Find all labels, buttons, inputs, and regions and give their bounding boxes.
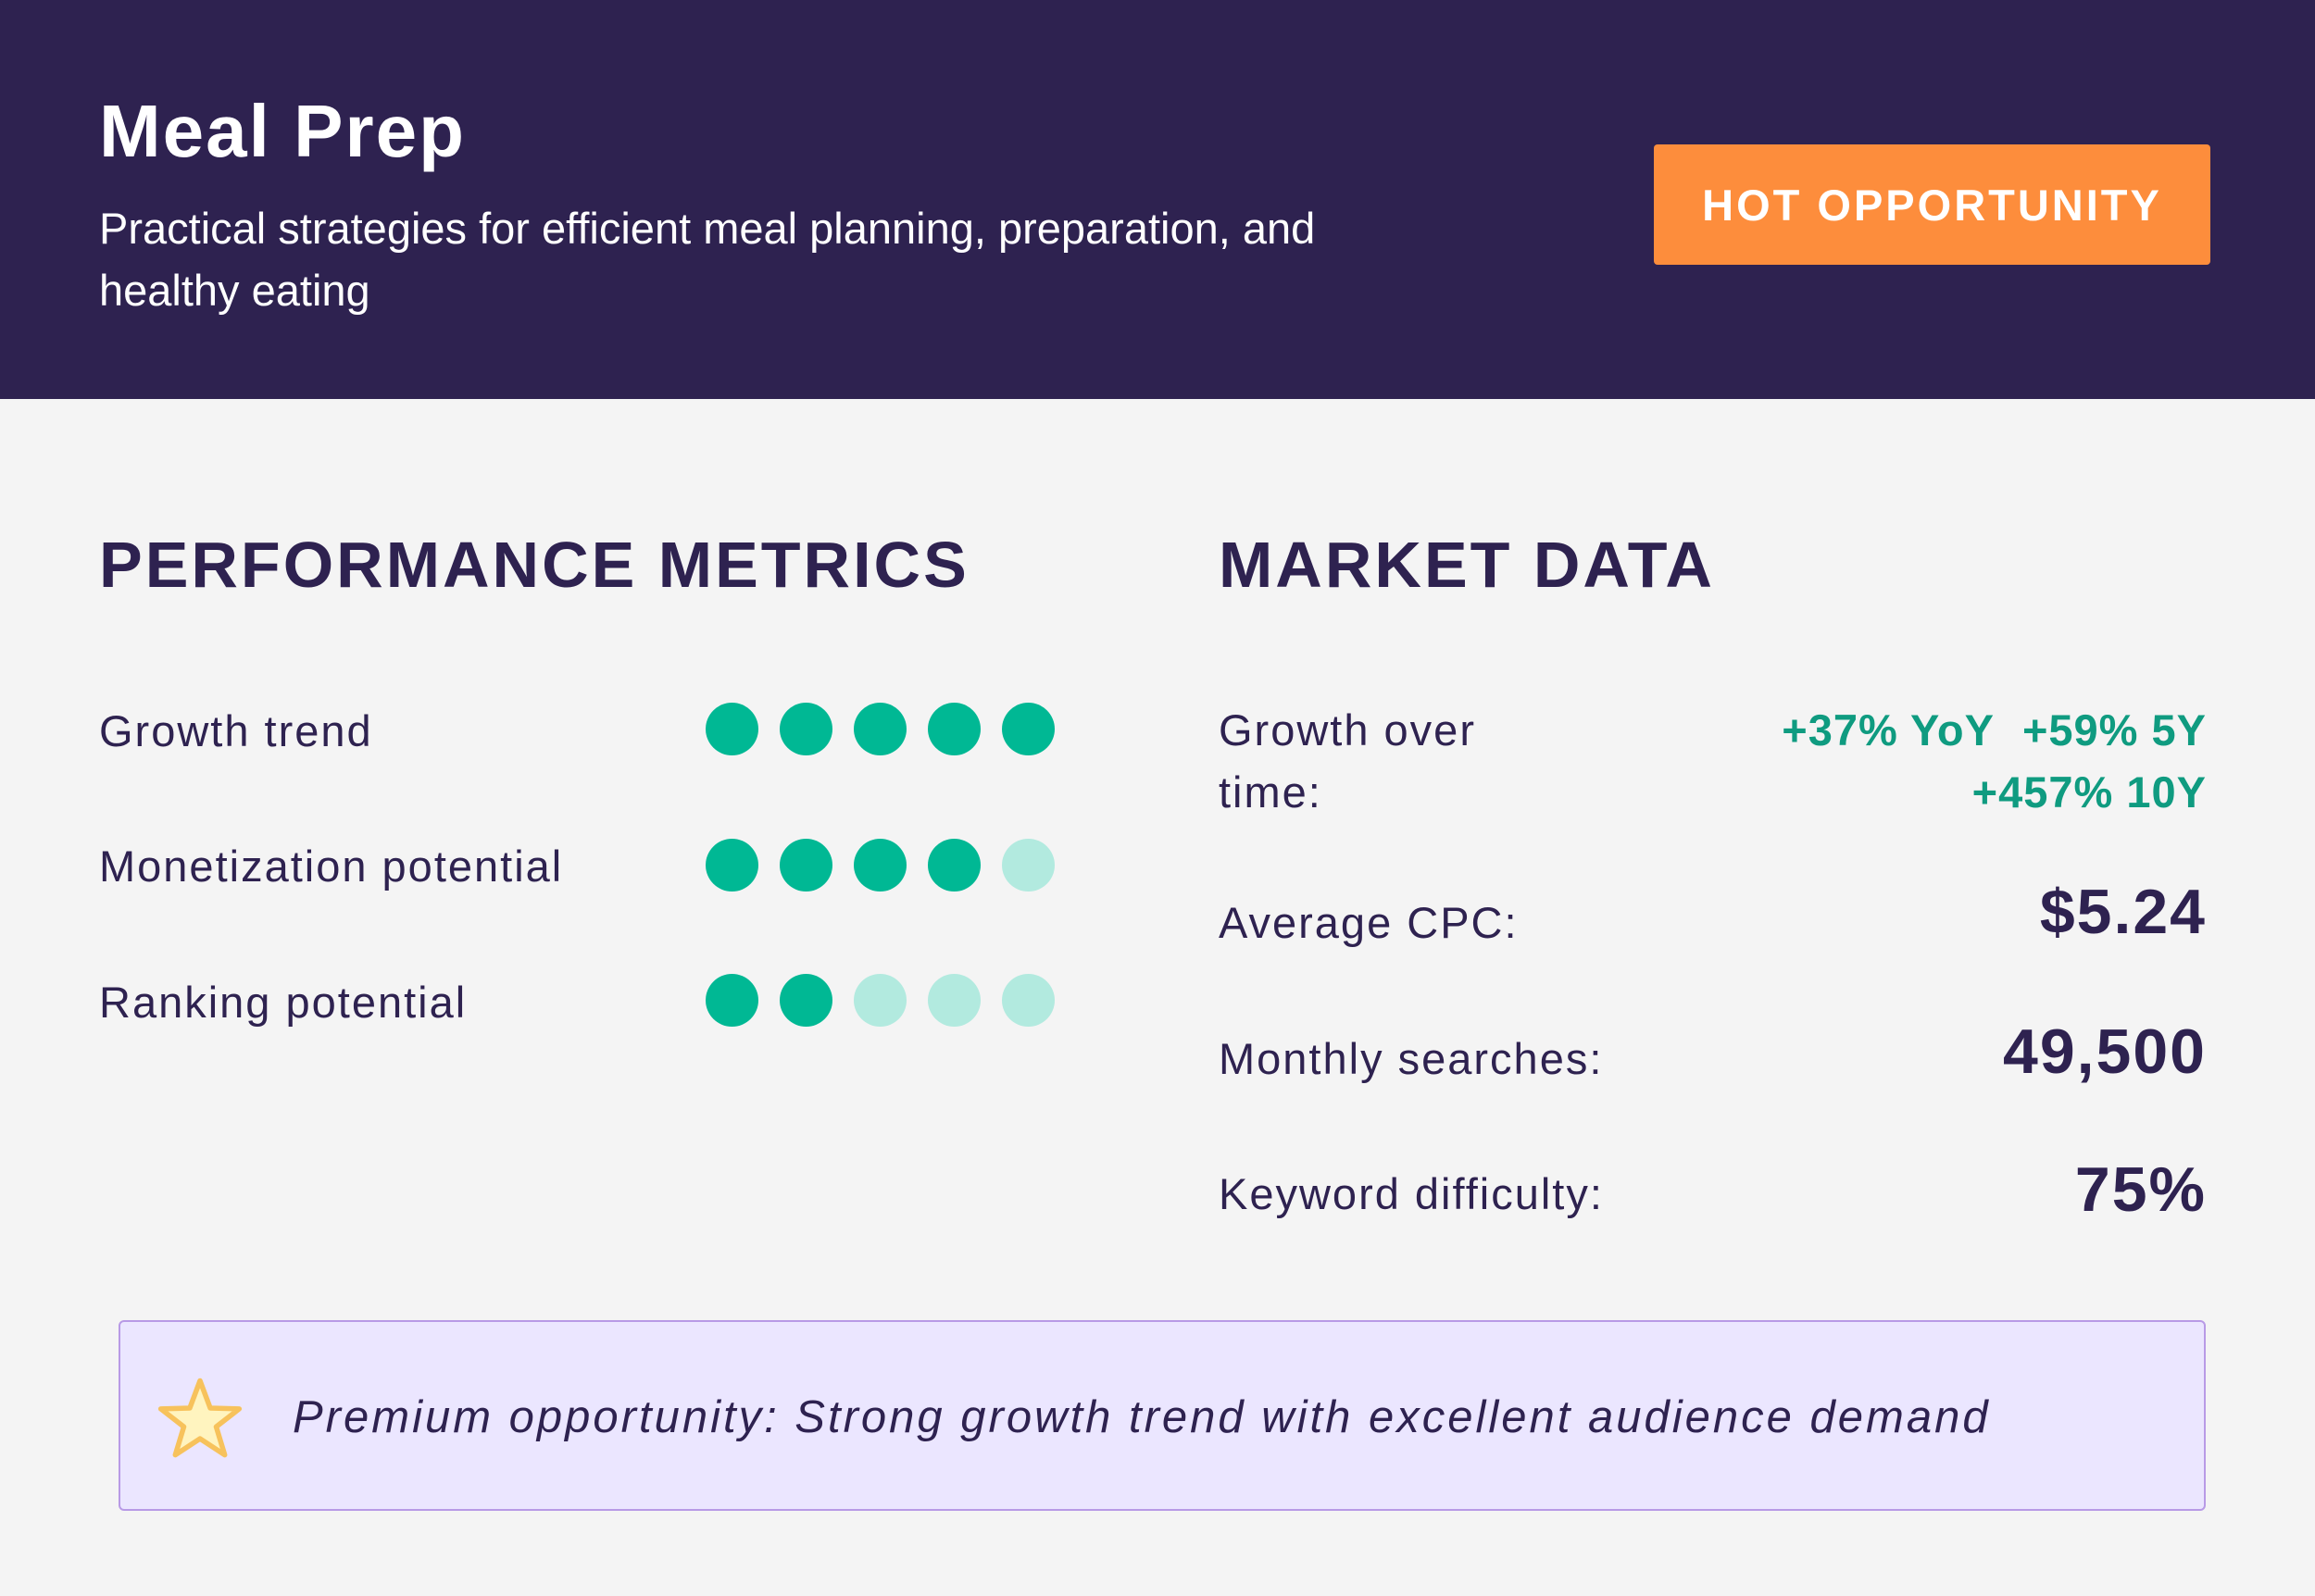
keyword-difficulty-label: Keyword difficulty: — [1219, 1169, 1604, 1218]
market-data-title: MARKET DATA — [1219, 529, 1715, 601]
star-icon — [157, 1378, 243, 1458]
performance-metrics-title: PERFORMANCE METRICS — [99, 529, 970, 601]
rating-dot-filled — [928, 703, 981, 755]
metric-label-monetization-potential: Monetization potential — [99, 842, 564, 891]
metric-label-growth-trend: Growth trend — [99, 706, 373, 755]
growth-over-time-label: Growth over time: — [1219, 705, 1476, 817]
rating-dot-empty — [928, 974, 981, 1027]
header: Meal Prep Practical strategies for effic… — [0, 0, 2315, 399]
growth-yoy: +37% YoY — [1782, 705, 1995, 754]
average-cpc-value: $5.24 — [2039, 877, 2207, 947]
rating-dot-filled — [928, 839, 981, 892]
page-subtitle: Practical strategies for efficient meal … — [99, 204, 1316, 315]
rating-dot-filled — [706, 703, 758, 755]
metric-label-ranking-potential: Ranking potential — [99, 978, 468, 1027]
rating-dot-filled — [706, 839, 758, 892]
rating-dot-filled — [854, 839, 907, 892]
rating-dot-empty — [1002, 974, 1055, 1027]
growth-over-time-values: +37% YoY +59% 5Y +457% 10Y — [1651, 699, 2207, 823]
rating-dot-filled — [780, 839, 832, 892]
rating-dot-filled — [1002, 703, 1055, 755]
rating-dots-monetization-potential — [706, 839, 1055, 892]
hot-opportunity-badge: HOT OPPORTUNITY — [1654, 144, 2210, 265]
rating-dot-empty — [854, 974, 907, 1027]
average-cpc-label: Average CPC: — [1219, 898, 1519, 947]
rating-dot-filled — [780, 703, 832, 755]
keyword-difficulty-value: 75% — [2074, 1154, 2207, 1225]
growth-5y: +59% 5Y — [2021, 705, 2207, 754]
rating-dot-empty — [1002, 839, 1055, 892]
monthly-searches-value: 49,500 — [2003, 1016, 2207, 1087]
rating-dots-growth-trend — [706, 703, 1055, 755]
rating-dots-ranking-potential — [706, 974, 1055, 1027]
rating-dot-filled — [706, 974, 758, 1027]
growth-10y: +457% 10Y — [1971, 767, 2207, 817]
premium-opportunity-callout: Premium opportunity: Strong growth trend… — [119, 1320, 2206, 1511]
rating-dot-filled — [780, 974, 832, 1027]
callout-text: Premium opportunity: Strong growth trend… — [293, 1392, 1991, 1442]
rating-dot-filled — [854, 703, 907, 755]
page-title: Meal Prep — [99, 90, 466, 172]
monthly-searches-label: Monthly searches: — [1219, 1034, 1604, 1083]
